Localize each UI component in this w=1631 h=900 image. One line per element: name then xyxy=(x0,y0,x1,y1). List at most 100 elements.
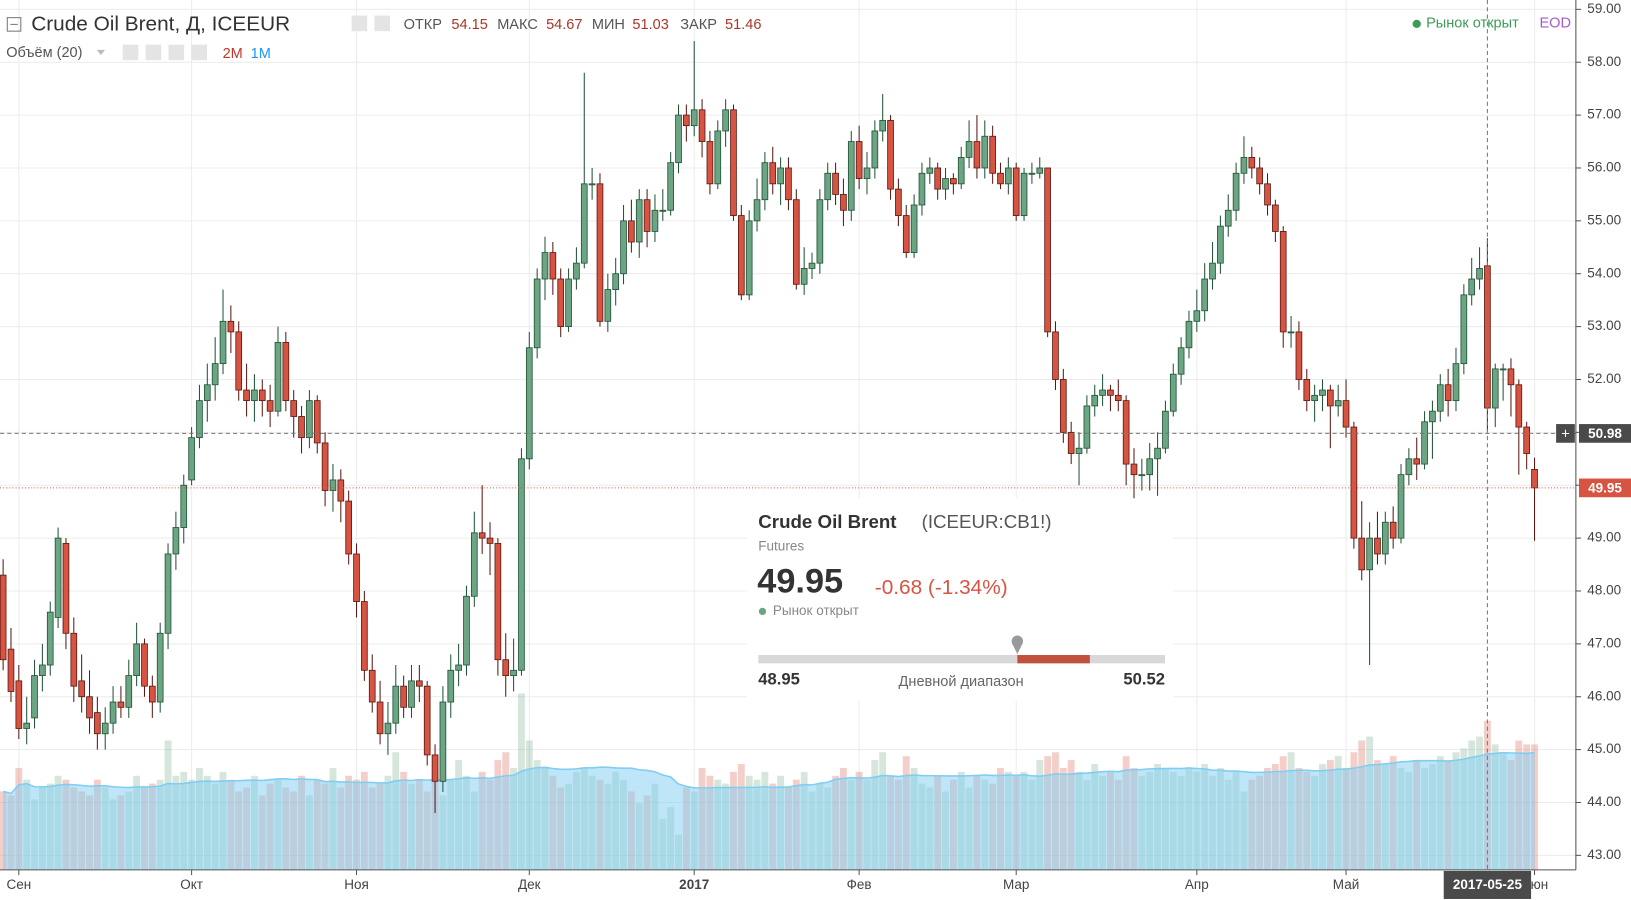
settings-icon[interactable] xyxy=(145,44,162,61)
candle-body xyxy=(565,278,572,328)
candle-body xyxy=(1350,426,1358,539)
candle-body xyxy=(101,722,109,735)
candle-body xyxy=(1146,458,1154,476)
market-status: Рынок открыт xyxy=(1426,16,1519,32)
candle-body xyxy=(1295,331,1303,380)
candle-body xyxy=(769,162,777,185)
candle-body xyxy=(1256,167,1263,185)
candle-body xyxy=(486,537,494,544)
candle-body xyxy=(667,162,674,211)
candle-body xyxy=(1452,363,1460,402)
crosshair-add-button[interactable] xyxy=(1556,424,1575,443)
candle-body xyxy=(753,199,761,222)
candle-body xyxy=(455,664,462,671)
range-track xyxy=(758,655,1165,664)
candle-body xyxy=(180,484,188,528)
ohlc-label: ЗАКР xyxy=(680,17,717,33)
candle-body xyxy=(1311,394,1318,402)
x-tick-label: Апр xyxy=(1185,877,1209,892)
card-name: Crude Oil Brent xyxy=(758,511,896,532)
candle-body xyxy=(196,400,203,439)
candle-body xyxy=(1059,379,1067,433)
candle-body xyxy=(910,204,918,253)
info-card: Crude Oil Brent (ICEEUR:CB1!) Futures 49… xyxy=(746,498,1174,701)
candle-body xyxy=(549,252,557,280)
candle-body xyxy=(1028,172,1036,175)
candle-body xyxy=(1209,262,1216,280)
candle-body xyxy=(635,199,643,243)
candle-body xyxy=(965,141,973,158)
candle-body xyxy=(1499,368,1507,371)
x-tick-label: Окт xyxy=(180,877,203,892)
card-background xyxy=(746,498,1174,701)
candle-body xyxy=(1138,474,1146,477)
candle-body xyxy=(46,611,54,666)
candle-body xyxy=(659,209,667,212)
candle-body xyxy=(1154,447,1161,460)
candle-body xyxy=(478,532,486,539)
day-range xyxy=(758,635,1165,664)
candle-body xyxy=(855,141,863,179)
candle-body xyxy=(698,109,706,142)
candle-body xyxy=(1012,167,1020,216)
candle-body xyxy=(934,167,941,190)
candle-body xyxy=(1036,167,1044,174)
status-dot xyxy=(1412,19,1421,29)
candle-body xyxy=(1099,389,1106,396)
price-axis-background xyxy=(1575,0,1631,900)
candle-body xyxy=(94,712,101,735)
ohlc-label: МАКС xyxy=(497,17,538,33)
candle-body xyxy=(1531,468,1538,489)
candle-body xyxy=(494,542,502,661)
candle-body xyxy=(1020,172,1028,216)
candle-body xyxy=(510,669,517,676)
candle-body xyxy=(109,701,117,724)
candle-body xyxy=(792,199,800,285)
ohlc-label: МИН xyxy=(592,17,625,33)
candle-body xyxy=(1436,384,1444,412)
candle-body xyxy=(580,183,588,264)
eye-icon[interactable] xyxy=(122,44,139,61)
candle-body xyxy=(785,167,792,201)
candle-body xyxy=(251,389,258,402)
candle-body xyxy=(1476,268,1483,280)
crosshair-date-label: 2017-05-25 xyxy=(1453,877,1523,892)
remove-icon[interactable] xyxy=(191,44,207,61)
candle-body xyxy=(227,320,235,333)
chart-title: Crude Oil Brent, Д, ICEEUR xyxy=(31,12,290,35)
crosshair-price-box xyxy=(1578,424,1631,443)
candle-body xyxy=(1374,537,1381,555)
candle-body xyxy=(1381,521,1389,555)
candle-body xyxy=(942,178,949,190)
eye-icon[interactable] xyxy=(351,15,368,32)
y-tick-label: 47.00 xyxy=(1587,635,1621,650)
candle-body xyxy=(628,220,635,243)
candle-body xyxy=(533,278,541,349)
x-tick-label: Ноя xyxy=(344,877,369,892)
candle-body xyxy=(423,685,431,756)
candle-body xyxy=(164,553,172,634)
candle-body xyxy=(1515,384,1523,428)
candle-body xyxy=(1130,463,1138,476)
card-price: 49.95 xyxy=(757,562,843,600)
add-icon[interactable] xyxy=(168,44,185,61)
crosshair-price-label: 50.98 xyxy=(1588,426,1622,441)
collapse-icon[interactable] xyxy=(6,17,22,32)
dropdown-icon[interactable] xyxy=(96,49,106,56)
settings-icon[interactable] xyxy=(374,15,391,32)
candle-body xyxy=(1232,172,1240,211)
card-ticker: (ICEEUR:CB1!) xyxy=(922,511,1052,532)
candle-body xyxy=(808,262,816,269)
candle-body xyxy=(211,363,219,386)
candle-body xyxy=(1114,394,1122,402)
candle-body xyxy=(203,384,211,402)
ohlc-label: ОТКР xyxy=(404,17,442,33)
y-tick-label: 43.00 xyxy=(1587,847,1621,862)
candle-body xyxy=(1264,183,1271,206)
candle-body xyxy=(1413,458,1421,465)
plot-area xyxy=(0,0,1576,870)
candle-body xyxy=(1248,156,1256,169)
candle-body xyxy=(416,680,423,687)
